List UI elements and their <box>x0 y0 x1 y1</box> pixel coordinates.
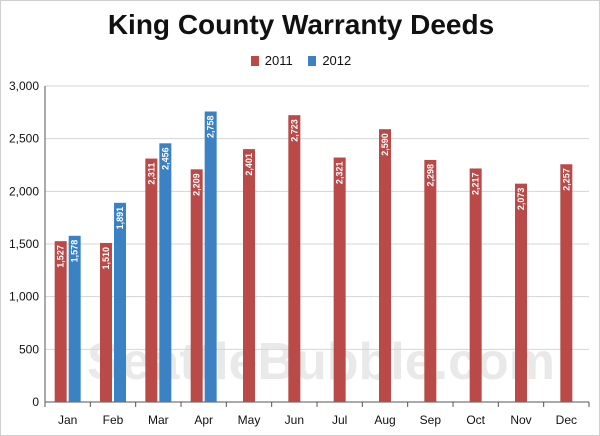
x-tick-label: Jul <box>332 413 347 427</box>
bar-2011-nov <box>515 183 527 402</box>
bar-2011-jan <box>54 241 67 402</box>
legend: 2011 2012 <box>1 53 600 69</box>
x-tick-label: Jun <box>285 413 304 427</box>
bar-2012-mar <box>159 143 172 402</box>
legend-item-2011: 2011 <box>250 53 293 68</box>
x-tick-label: Aug <box>374 413 395 427</box>
legend-label-2011: 2011 <box>264 53 293 68</box>
data-label-2011-may: 2,401 <box>244 153 254 176</box>
x-tick-label: May <box>238 413 261 427</box>
y-tick-label: 500 <box>19 342 39 356</box>
data-label-2011-mar: 2,311 <box>146 163 156 185</box>
x-tick-label: Nov <box>510 413 531 427</box>
bar-2012-jan <box>68 235 81 402</box>
bar-2011-jun <box>288 115 301 402</box>
data-label-2011-jun: 2,723 <box>289 119 299 142</box>
data-label-2011-feb: 1,510 <box>101 247 111 270</box>
legend-label-2012: 2012 <box>322 53 352 68</box>
data-label-2011-oct: 2,217 <box>471 172 481 195</box>
legend-swatch-2011 <box>250 55 259 66</box>
bar-2012-feb <box>114 202 126 402</box>
data-label-2011-dec: 2,257 <box>561 168 571 191</box>
legend-swatch-2012 <box>308 55 317 66</box>
data-label-2012-apr: 2,758 <box>206 115 216 138</box>
data-label-2012-jan: 1,578 <box>70 240 80 263</box>
data-label-2012-feb: 1,891 <box>115 207 125 230</box>
data-label-2011-nov: 2,073 <box>516 188 526 211</box>
x-tick-label: Feb <box>103 413 124 427</box>
bar-2011-aug <box>379 129 391 403</box>
bar-2011-sep <box>424 159 437 402</box>
data-label-2011-aug: 2,590 <box>380 133 390 156</box>
chart-title: King County Warranty Deeds <box>107 9 495 40</box>
y-tick-label: 1,500 <box>9 237 39 251</box>
y-tick-label: 3,000 <box>9 79 39 93</box>
y-tick-label: 0 <box>32 395 39 409</box>
y-tick-label: 2,000 <box>9 184 39 198</box>
bar-2011-oct <box>469 168 482 402</box>
data-label-2011-jan: 1,527 <box>56 245 66 268</box>
bar-2011-may <box>243 149 255 402</box>
bar-2011-mar <box>145 158 158 402</box>
legend-item-2012: 2012 <box>308 53 351 68</box>
x-tick-label: Dec <box>556 413 577 427</box>
x-tick-label: Apr <box>194 413 213 427</box>
bar-2011-dec <box>560 164 573 402</box>
x-tick-label: Jan <box>58 413 77 427</box>
x-tick-label: Oct <box>466 413 485 427</box>
x-tick-label: Mar <box>148 413 169 427</box>
bar-2011-jul <box>333 157 346 402</box>
data-label-2011-apr: 2,209 <box>192 173 202 196</box>
y-tick-label: 1,000 <box>9 290 39 304</box>
bar-2012-apr <box>204 111 217 403</box>
bar-2011-apr <box>190 169 203 402</box>
bar-2011-feb <box>100 242 112 402</box>
data-label-2011-jul: 2,321 <box>335 162 345 185</box>
x-tick-label: Sep <box>420 413 442 427</box>
data-label-2011-sep: 2,298 <box>425 164 435 187</box>
data-label-2012-mar: 2,456 <box>160 147 170 170</box>
y-tick-label: 2,500 <box>9 132 39 146</box>
